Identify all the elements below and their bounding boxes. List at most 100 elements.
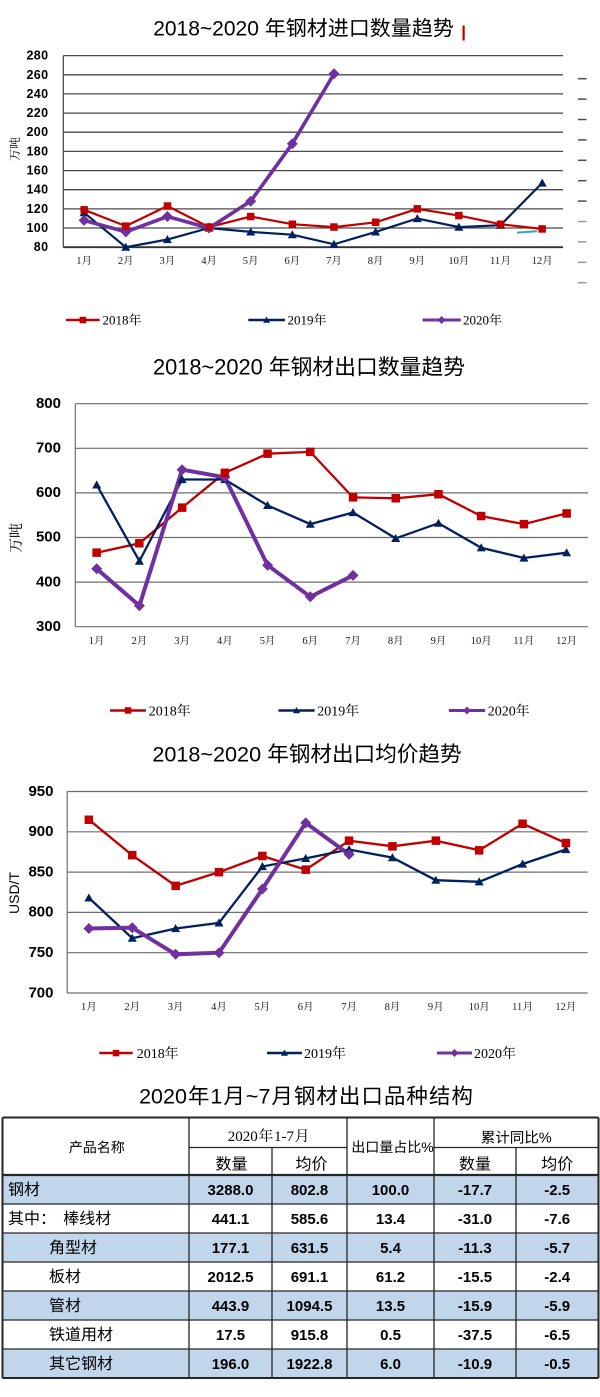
svg-text:2: 2 bbox=[124, 1002, 129, 1013]
svg-text:~7: ~7 bbox=[246, 1085, 271, 1109]
svg-text:240: 240 bbox=[26, 87, 48, 101]
svg-text:800: 800 bbox=[28, 904, 53, 921]
svg-text:5: 5 bbox=[255, 1002, 260, 1013]
svg-text:-2.4: -2.4 bbox=[544, 1269, 571, 1286]
svg-text:100: 100 bbox=[26, 221, 48, 235]
svg-text:260: 260 bbox=[26, 68, 48, 82]
svg-text:100.0: 100.0 bbox=[372, 1182, 410, 1199]
svg-text:160: 160 bbox=[26, 164, 48, 178]
svg-text:9: 9 bbox=[428, 1002, 433, 1013]
svg-text:-15.9: -15.9 bbox=[458, 1298, 492, 1315]
svg-text:180: 180 bbox=[26, 144, 48, 158]
svg-text:2019: 2019 bbox=[288, 313, 314, 328]
svg-text:200: 200 bbox=[26, 125, 48, 139]
svg-text:8: 8 bbox=[385, 1002, 390, 1013]
svg-text:6: 6 bbox=[302, 636, 307, 647]
svg-text:6: 6 bbox=[298, 1002, 303, 1013]
svg-text:-10.9: -10.9 bbox=[458, 1356, 492, 1373]
svg-text:2012.5: 2012.5 bbox=[208, 1269, 254, 1286]
svg-text:1: 1 bbox=[89, 636, 94, 647]
svg-text:6.0: 6.0 bbox=[380, 1356, 401, 1373]
svg-text:17.5: 17.5 bbox=[216, 1327, 245, 1344]
svg-text:2019: 2019 bbox=[317, 705, 345, 720]
svg-text:750: 750 bbox=[28, 944, 53, 961]
svg-text:915.8: 915.8 bbox=[291, 1327, 329, 1344]
svg-text:-5.9: -5.9 bbox=[544, 1298, 570, 1315]
svg-text:12: 12 bbox=[555, 1002, 566, 1013]
svg-text:11: 11 bbox=[512, 1002, 522, 1013]
svg-text:5: 5 bbox=[260, 636, 265, 647]
svg-text:-31.0: -31.0 bbox=[458, 1211, 492, 1228]
svg-text:2019: 2019 bbox=[304, 1047, 332, 1062]
svg-text:850: 850 bbox=[28, 863, 53, 880]
svg-text:800: 800 bbox=[36, 395, 61, 412]
svg-text:600: 600 bbox=[36, 484, 61, 501]
svg-text:177.1: 177.1 bbox=[212, 1240, 250, 1257]
svg-text:9: 9 bbox=[431, 636, 436, 647]
svg-text:120: 120 bbox=[26, 202, 48, 216]
svg-text:441.1: 441.1 bbox=[212, 1211, 250, 1228]
svg-text:1922.8: 1922.8 bbox=[287, 1356, 333, 1373]
svg-text:-7.6: -7.6 bbox=[544, 1211, 570, 1228]
svg-text:8: 8 bbox=[368, 256, 373, 267]
svg-text:500: 500 bbox=[36, 529, 61, 546]
svg-text:0.5: 0.5 bbox=[380, 1327, 401, 1344]
svg-text:700: 700 bbox=[36, 440, 61, 457]
svg-text:-2.5: -2.5 bbox=[544, 1182, 570, 1199]
svg-text:80: 80 bbox=[34, 240, 49, 254]
svg-text:196.0: 196.0 bbox=[212, 1356, 250, 1373]
svg-text:-6.5: -6.5 bbox=[544, 1327, 570, 1344]
svg-text:USD/T: USD/T bbox=[6, 872, 22, 914]
svg-text:3: 3 bbox=[174, 636, 179, 647]
svg-text:3288.0: 3288.0 bbox=[208, 1182, 254, 1199]
svg-text:2020: 2020 bbox=[463, 313, 489, 328]
svg-text:900: 900 bbox=[28, 823, 53, 840]
svg-text:7: 7 bbox=[326, 256, 331, 267]
svg-text:7: 7 bbox=[341, 1002, 346, 1013]
svg-text:12: 12 bbox=[532, 256, 543, 267]
svg-text:-17.7: -17.7 bbox=[458, 1182, 492, 1199]
svg-text:443.9: 443.9 bbox=[212, 1298, 250, 1315]
svg-text:13.4: 13.4 bbox=[376, 1211, 406, 1228]
svg-text:2: 2 bbox=[118, 256, 123, 267]
svg-text:802.8: 802.8 bbox=[291, 1182, 329, 1199]
svg-text:10: 10 bbox=[471, 636, 482, 647]
svg-text:300: 300 bbox=[36, 618, 61, 635]
svg-text:2018~2020: 2018~2020 bbox=[153, 355, 263, 380]
svg-text:7: 7 bbox=[345, 636, 350, 647]
svg-text:11: 11 bbox=[490, 256, 500, 267]
svg-text:1094.5: 1094.5 bbox=[287, 1298, 333, 1315]
svg-text:-11.3: -11.3 bbox=[458, 1240, 491, 1257]
svg-text:1: 1 bbox=[81, 1002, 86, 1013]
svg-text:3: 3 bbox=[160, 256, 165, 267]
svg-text:2018: 2018 bbox=[137, 1047, 165, 1062]
svg-text:61.2: 61.2 bbox=[376, 1269, 405, 1286]
svg-text:2020: 2020 bbox=[488, 705, 516, 720]
svg-text:280: 280 bbox=[26, 49, 48, 63]
svg-text:1: 1 bbox=[210, 1085, 222, 1109]
svg-text:6: 6 bbox=[285, 256, 290, 267]
svg-text:3: 3 bbox=[168, 1002, 173, 1013]
svg-text:4: 4 bbox=[211, 1002, 217, 1013]
svg-text:2020: 2020 bbox=[139, 1085, 187, 1109]
svg-text:631.5: 631.5 bbox=[291, 1240, 329, 1257]
svg-text:2018: 2018 bbox=[149, 705, 177, 720]
svg-text:2018~2020: 2018~2020 bbox=[152, 742, 261, 767]
svg-text:950: 950 bbox=[28, 783, 53, 800]
svg-text:2020: 2020 bbox=[228, 1129, 258, 1145]
svg-text:700: 700 bbox=[28, 984, 53, 1001]
svg-text:2018: 2018 bbox=[103, 313, 129, 328]
svg-text:12: 12 bbox=[556, 636, 567, 647]
svg-text:2020: 2020 bbox=[474, 1047, 502, 1062]
svg-text:-37.5: -37.5 bbox=[458, 1327, 492, 1344]
svg-text:691.1: 691.1 bbox=[291, 1269, 329, 1286]
svg-text:%: % bbox=[539, 1131, 552, 1147]
svg-text:1: 1 bbox=[76, 256, 81, 267]
svg-text:4: 4 bbox=[217, 636, 223, 647]
svg-text:1-7: 1-7 bbox=[274, 1129, 294, 1145]
svg-text:10: 10 bbox=[448, 256, 459, 267]
svg-text:585.6: 585.6 bbox=[291, 1211, 329, 1228]
svg-text:220: 220 bbox=[26, 106, 48, 120]
svg-text:140: 140 bbox=[26, 183, 48, 197]
svg-text:2018~2020: 2018~2020 bbox=[153, 18, 259, 41]
